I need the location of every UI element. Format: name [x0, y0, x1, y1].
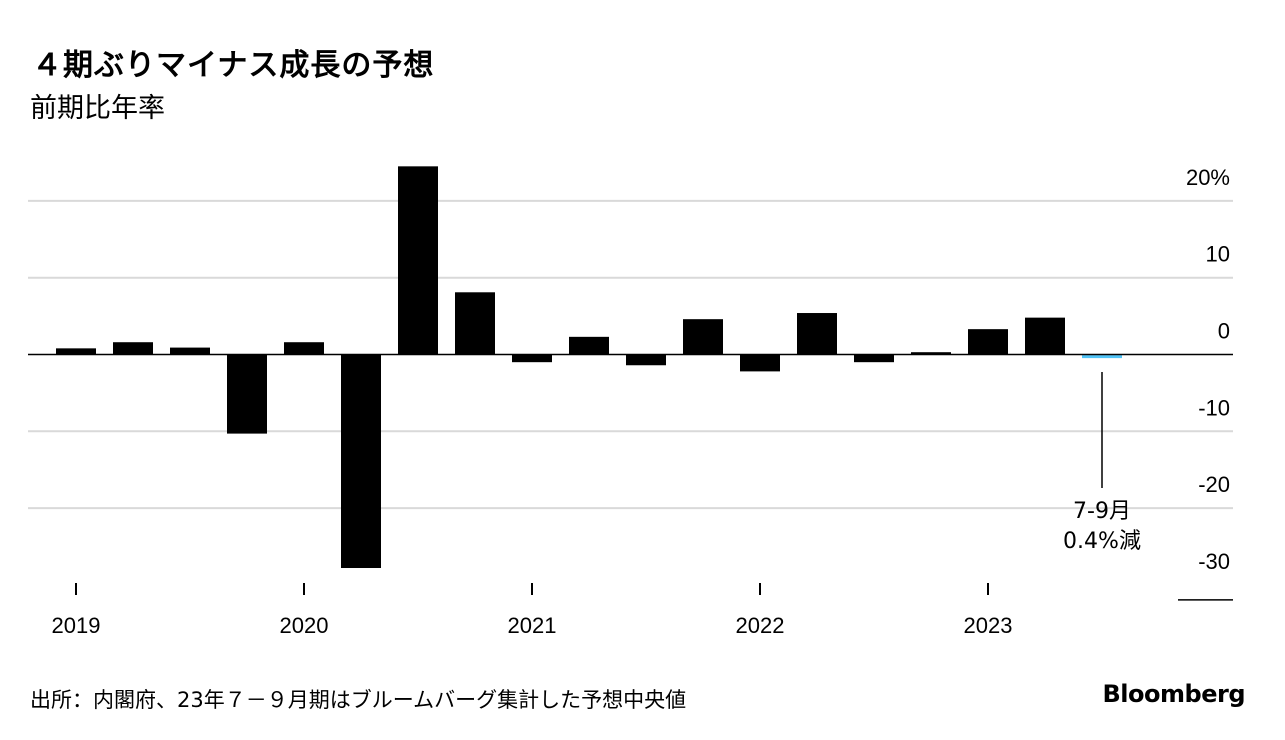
- tick-labels: 20% 10 0 -10 -20 -30 2019 2020 2021 2022 2023: [52, 165, 1230, 638]
- bar-2022Q4: [911, 352, 951, 355]
- y-tick-label--20: -20: [1198, 472, 1230, 497]
- x-tick-label-2022: 2022: [736, 613, 785, 638]
- bars: [56, 166, 1122, 569]
- bar-2023Q2: [1025, 317, 1065, 355]
- x-tick-label-2020: 2020: [280, 613, 329, 638]
- bar-2020Q3: [398, 166, 438, 355]
- source-note: 出所：内閣府、23年７－９月期はブルームバーグ集計した予想中央値: [30, 688, 687, 712]
- bar-2021Q1: [512, 354, 552, 363]
- chart-subtitle: 前期比年率: [30, 93, 165, 124]
- annotation-line-2: 0.4%減: [1063, 529, 1141, 554]
- y-tick-label-10: 10: [1206, 242, 1230, 267]
- bar-2021Q2: [569, 336, 609, 355]
- bar-2021Q4: [683, 319, 723, 355]
- grid-lines: [28, 199, 1233, 510]
- bar-2019Q1: [56, 348, 96, 355]
- annotation-line-1: 7-9月: [1073, 499, 1131, 524]
- x-tick-label-2019: 2019: [52, 613, 101, 638]
- y-tick-label-20: 20%: [1186, 165, 1230, 190]
- bar-2023Q1: [968, 329, 1008, 355]
- y-tick-label--30: -30: [1198, 549, 1230, 574]
- bar-2020Q4: [455, 292, 495, 355]
- axes: [28, 353, 1233, 601]
- bar-2021Q3: [626, 354, 666, 366]
- bar-2020Q1: [284, 342, 324, 355]
- x-tick-label-2023: 2023: [964, 613, 1013, 638]
- bar-2019Q3: [170, 347, 210, 355]
- bar-2019Q4: [227, 354, 267, 434]
- annotation: 7-9月 0.4%減: [1063, 372, 1141, 554]
- bar-2022Q2: [797, 313, 837, 355]
- bar-2020Q2: [341, 354, 381, 569]
- bloomberg-logo: Bloomberg: [1102, 680, 1246, 708]
- x-tick-label-2021: 2021: [508, 613, 557, 638]
- chart-title: ４期ぶりマイナス成長の予想: [32, 48, 435, 83]
- y-tick-label--10: -10: [1198, 395, 1230, 420]
- y-tick-label-0: 0: [1218, 319, 1230, 344]
- bar-2022Q3: [854, 354, 894, 363]
- bar-2022Q1: [740, 354, 780, 372]
- bar-2019Q2: [113, 342, 153, 355]
